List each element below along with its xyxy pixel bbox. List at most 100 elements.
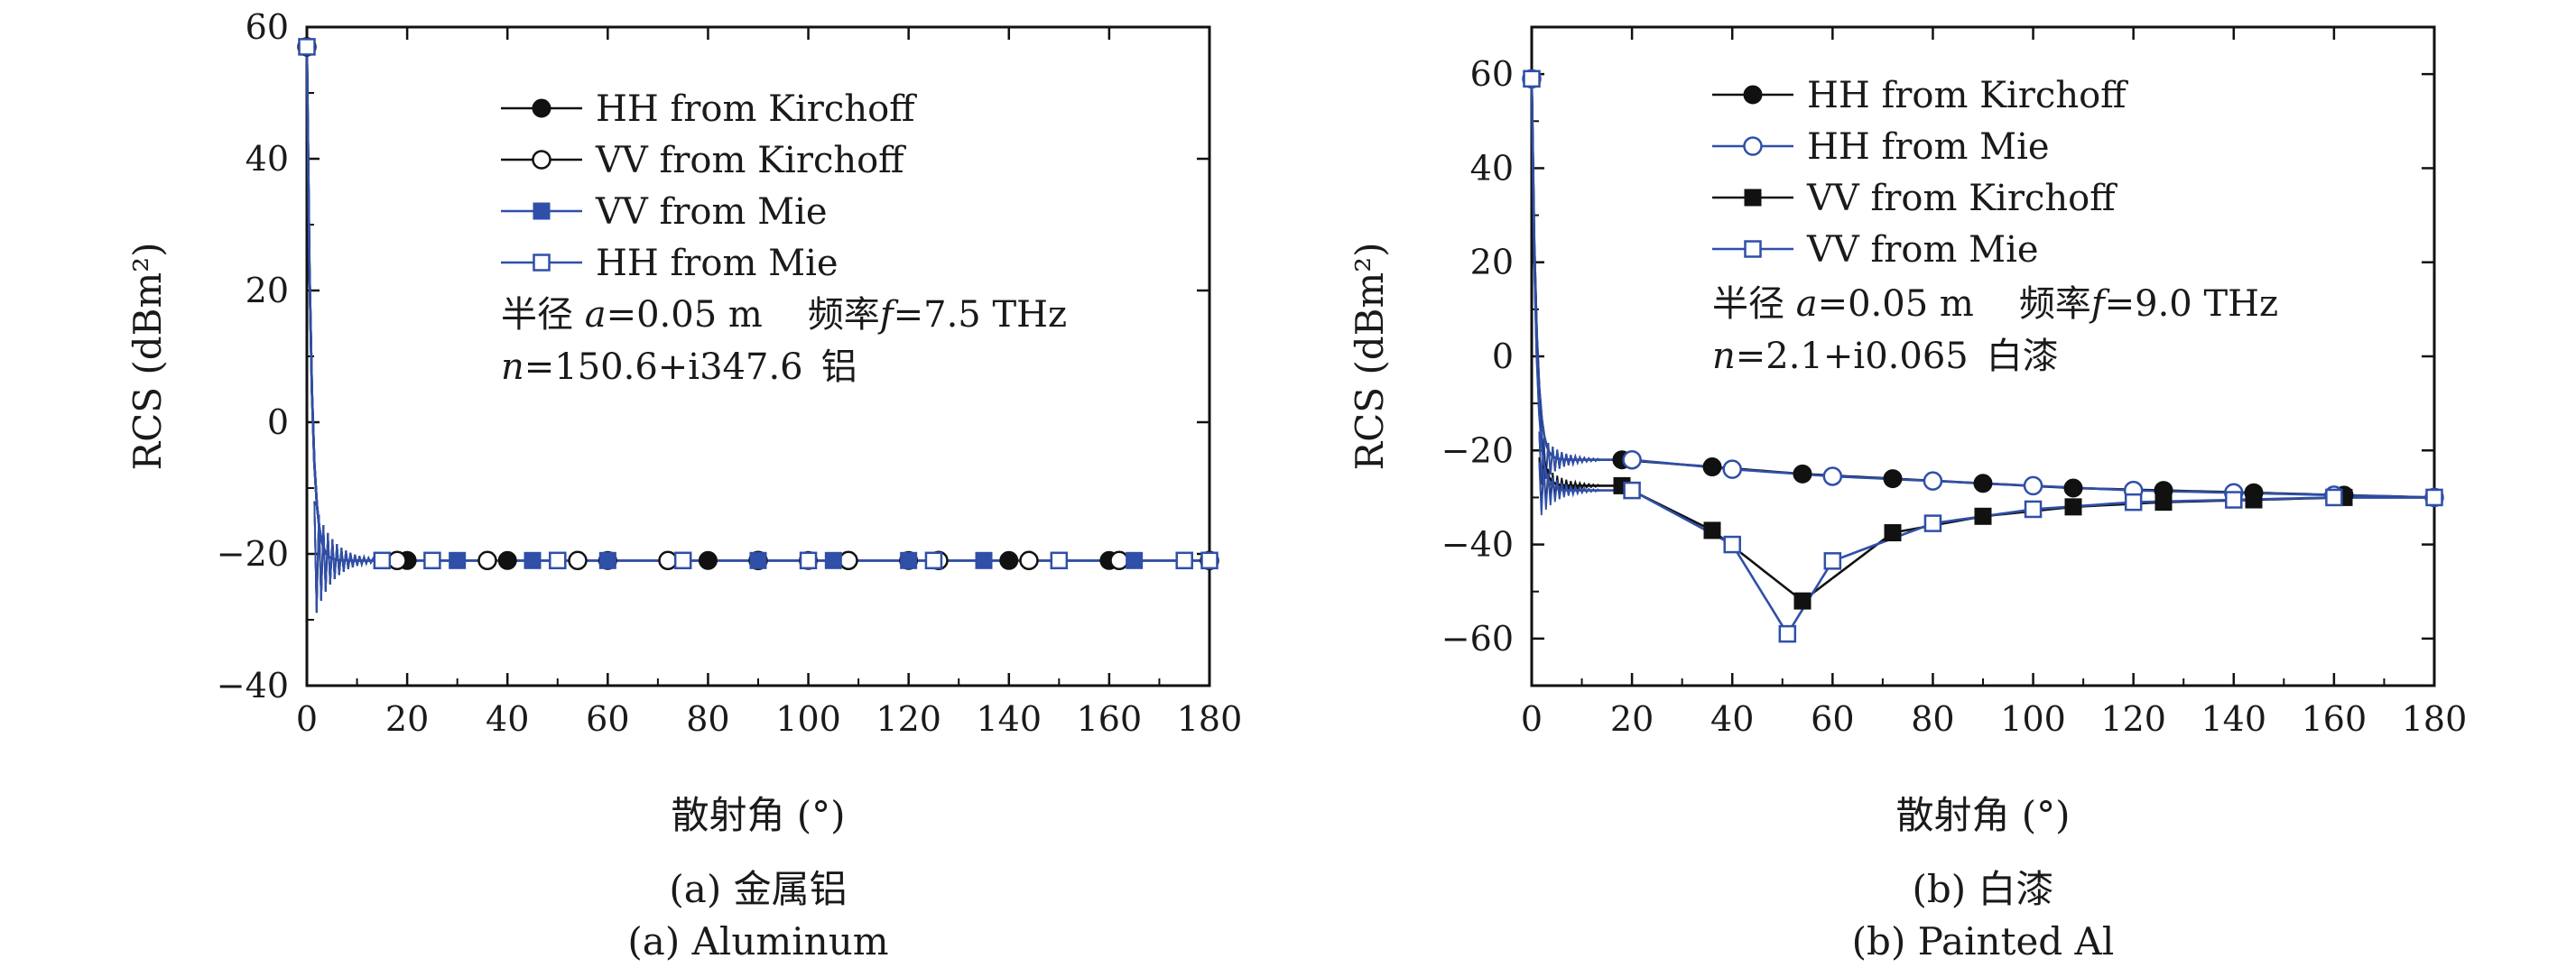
data-point [839, 550, 858, 571]
data-point [1175, 551, 1193, 570]
data-point [2064, 498, 2082, 516]
panel-b: 0 20 40 60 80 100 120 140 160 180 −60 −40 −20 0 20 40 60… [1348, 25, 2468, 963]
data-point [1109, 550, 1129, 571]
data-point [2245, 491, 2263, 509]
y-tick-label: 20 [1470, 243, 1514, 282]
data-point [598, 551, 616, 569]
caption-cn-a: (a) 金属铝 [669, 867, 847, 911]
y-axis-label-a: RCS (dBm²) [125, 242, 170, 470]
y-tick-label: 0 [1492, 336, 1514, 376]
x-tick-label: 180 [1177, 699, 1243, 739]
legend-marker [1744, 189, 1762, 207]
series-markers-b [1522, 69, 2444, 643]
legend-label: VV from Mie [1806, 229, 2039, 271]
data-point [1200, 551, 1219, 570]
legend-marker [1743, 136, 1763, 156]
data-point [2225, 491, 2243, 509]
y-tick-label: −60 [1441, 619, 1514, 659]
x-tick-label: 60 [1811, 699, 1854, 739]
data-point [1793, 592, 1812, 610]
x-tick-label: 140 [2201, 699, 2267, 739]
legend-label: HH from Mie [1807, 126, 2050, 168]
legend-label: VV from Mie [595, 191, 828, 233]
data-point [2325, 488, 2343, 507]
annotation-b-line1: 半径 a=0.05 m 频率f=9.0 THz [1712, 283, 2278, 325]
legend-label: HH from Kirchoff [596, 88, 917, 130]
data-point [900, 551, 918, 569]
x-tick-label: 40 [486, 699, 529, 739]
annotation-a-line1: 半径 a=0.05 m 频率f=7.5 THz [501, 294, 1067, 336]
data-point [2063, 478, 2083, 498]
data-point [1623, 481, 1641, 500]
data-point [1778, 624, 1797, 643]
data-point [1702, 457, 1722, 477]
legend-marker [533, 202, 551, 220]
y-tick-label: 60 [1470, 54, 1514, 94]
y-axis-label-b: RCS (dBm²) [1348, 242, 1392, 470]
legend-marker [532, 150, 551, 170]
data-point [1974, 507, 1992, 525]
legend-marker [1743, 85, 1763, 105]
legend-label: VV from Kirchoff [595, 140, 906, 181]
legend-label: HH from Mie [596, 243, 839, 284]
axis-ticks-a: 0 20 40 60 80 100 120 140 160 180 −40 −20 0 20 40 60 [217, 7, 1242, 739]
legend-label: VV from Kirchoff [1806, 178, 2117, 219]
caption-cn-b: (b) 白漆 [1912, 867, 2053, 911]
legend-b: HH from Kirchoff HH from Mie VV from Kirch… [1712, 75, 2128, 271]
y-tick-label: −20 [217, 534, 289, 574]
data-point [999, 550, 1019, 570]
data-point [1823, 552, 1842, 570]
data-point [1923, 514, 1942, 532]
legend-label: HH from Kirchoff [1807, 75, 2128, 116]
data-point [2023, 475, 2043, 496]
data-point [423, 551, 441, 570]
data-point [549, 551, 567, 570]
x-axis-label-b: 散射角 (°) [1895, 793, 2070, 837]
x-tick-label: 120 [2100, 699, 2166, 739]
series-oscillation [1538, 462, 1601, 516]
data-point [975, 551, 993, 569]
y-tick-label: 40 [1470, 148, 1514, 188]
x-tick-label: 60 [586, 699, 629, 739]
x-tick-label: 80 [686, 699, 729, 739]
data-point [524, 551, 542, 569]
y-tick-label: 40 [246, 139, 289, 179]
series-markers-a [297, 37, 1219, 571]
x-tick-label: 180 [2402, 699, 2468, 739]
data-point [658, 550, 678, 571]
y-tick-label: 20 [246, 271, 289, 310]
data-point [2124, 493, 2143, 512]
x-tick-label: 0 [1521, 699, 1543, 739]
x-tick-label: 160 [1077, 699, 1143, 739]
y-tick-label: −40 [1441, 525, 1514, 565]
legend-marker [1744, 240, 1762, 258]
data-point [1126, 551, 1144, 569]
x-axis-label-a: 散射角 (°) [671, 793, 845, 837]
legend-marker [532, 98, 551, 118]
legend-marker [533, 254, 551, 272]
x-tick-label: 100 [2000, 699, 2066, 739]
series-oscillation [313, 501, 376, 613]
y-tick-label: −20 [1441, 430, 1514, 470]
data-point [477, 550, 497, 571]
x-tick-label: 20 [1610, 699, 1654, 739]
data-point [298, 38, 316, 56]
data-point [2425, 488, 2443, 507]
x-tick-label: 100 [775, 699, 841, 739]
data-point [1723, 535, 1741, 554]
data-point [749, 551, 767, 569]
data-point [2024, 500, 2043, 519]
x-tick-label: 160 [2302, 699, 2368, 739]
data-point [387, 550, 407, 571]
data-point [1622, 449, 1642, 470]
data-point [1019, 550, 1039, 571]
legend-a: HH from Kirchoff VV from Kirchoff VV from … [501, 88, 917, 284]
data-point [698, 550, 718, 570]
y-tick-label: 0 [267, 402, 289, 442]
data-point [924, 551, 943, 570]
series-oscillation [1538, 431, 1601, 485]
data-point [1523, 69, 1541, 88]
x-tick-label: 0 [296, 699, 318, 739]
data-point [1822, 466, 1843, 486]
